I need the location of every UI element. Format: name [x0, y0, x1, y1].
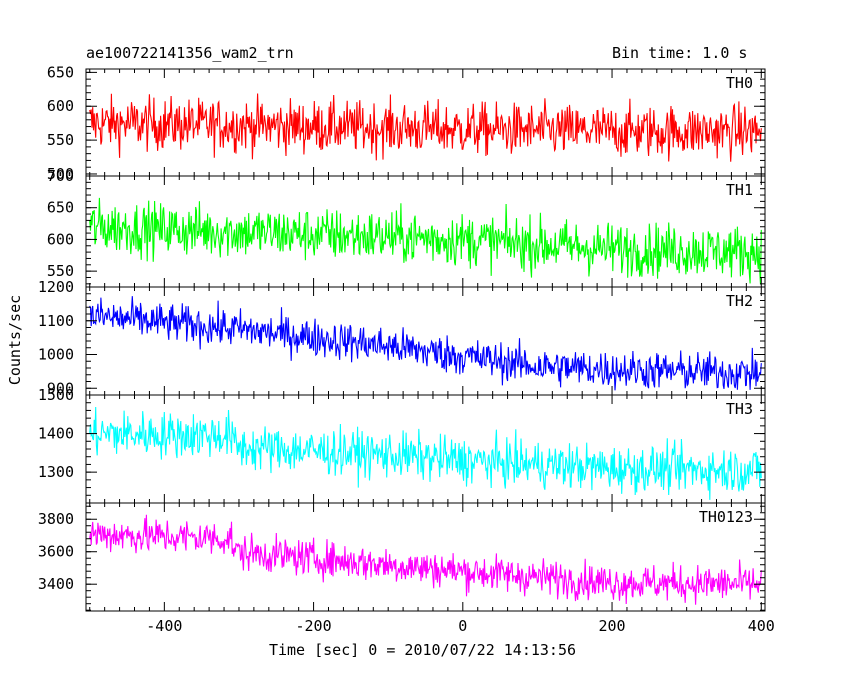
y-tick-label: 500 — [47, 165, 74, 183]
series-line-th1 — [89, 197, 762, 285]
panel-th1 — [85, 175, 766, 288]
y-tick-label: 3400 — [38, 575, 74, 593]
y-tick-label: 600 — [47, 97, 74, 115]
x-tick-label: 200 — [598, 617, 625, 635]
y-tick-label: 1000 — [38, 346, 74, 364]
panel-label-th0123: TH0123 — [699, 508, 753, 526]
y-tick-label: 1500 — [38, 386, 74, 404]
panel-label-th1: TH1 — [726, 181, 753, 199]
panel-th0 — [85, 68, 766, 177]
bin-time-label: Bin time: 1.0 s — [612, 44, 748, 62]
y-tick-label: 700 — [47, 167, 74, 185]
y-tick-label: 3600 — [38, 543, 74, 561]
chart-title: ae100722141356_wam2_trn — [86, 44, 294, 62]
y-tick-label: 1100 — [38, 312, 74, 330]
y-tick-label: 550 — [47, 262, 74, 280]
y-tick-label: 1400 — [38, 425, 74, 443]
y-tick-label: 550 — [47, 131, 74, 149]
y-tick-label: 900 — [47, 379, 74, 397]
panel-frame — [85, 286, 766, 396]
series-line-th3 — [89, 406, 762, 500]
x-tick-label: 0 — [458, 617, 467, 635]
y-tick-label: 650 — [47, 199, 74, 217]
y-tick-label: 1200 — [38, 278, 74, 296]
panel-th0123 — [85, 502, 766, 612]
x-axis-label: Time [sec] 0 = 2010/07/22 14:13:56 — [269, 641, 576, 659]
y-axis-label: Counts/sec — [6, 295, 24, 385]
x-tick-label: -200 — [296, 617, 332, 635]
series-line-th0123 — [89, 514, 762, 605]
series-line-th2 — [89, 296, 762, 391]
y-tick-label: 3800 — [38, 510, 74, 528]
x-tick-label: 400 — [748, 617, 775, 635]
series-line-th0 — [89, 93, 762, 162]
panel-label-th3: TH3 — [726, 400, 753, 418]
y-tick-label: 650 — [47, 63, 74, 81]
panel-th3 — [85, 394, 766, 504]
panel-th2 — [85, 286, 766, 396]
y-tick-label: 1300 — [38, 463, 74, 481]
panel-label-th2: TH2 — [726, 292, 753, 310]
x-tick-label: -400 — [146, 617, 182, 635]
y-tick-label: 600 — [47, 230, 74, 248]
panel-frame — [85, 502, 766, 612]
panel-label-th0: TH0 — [726, 74, 753, 92]
